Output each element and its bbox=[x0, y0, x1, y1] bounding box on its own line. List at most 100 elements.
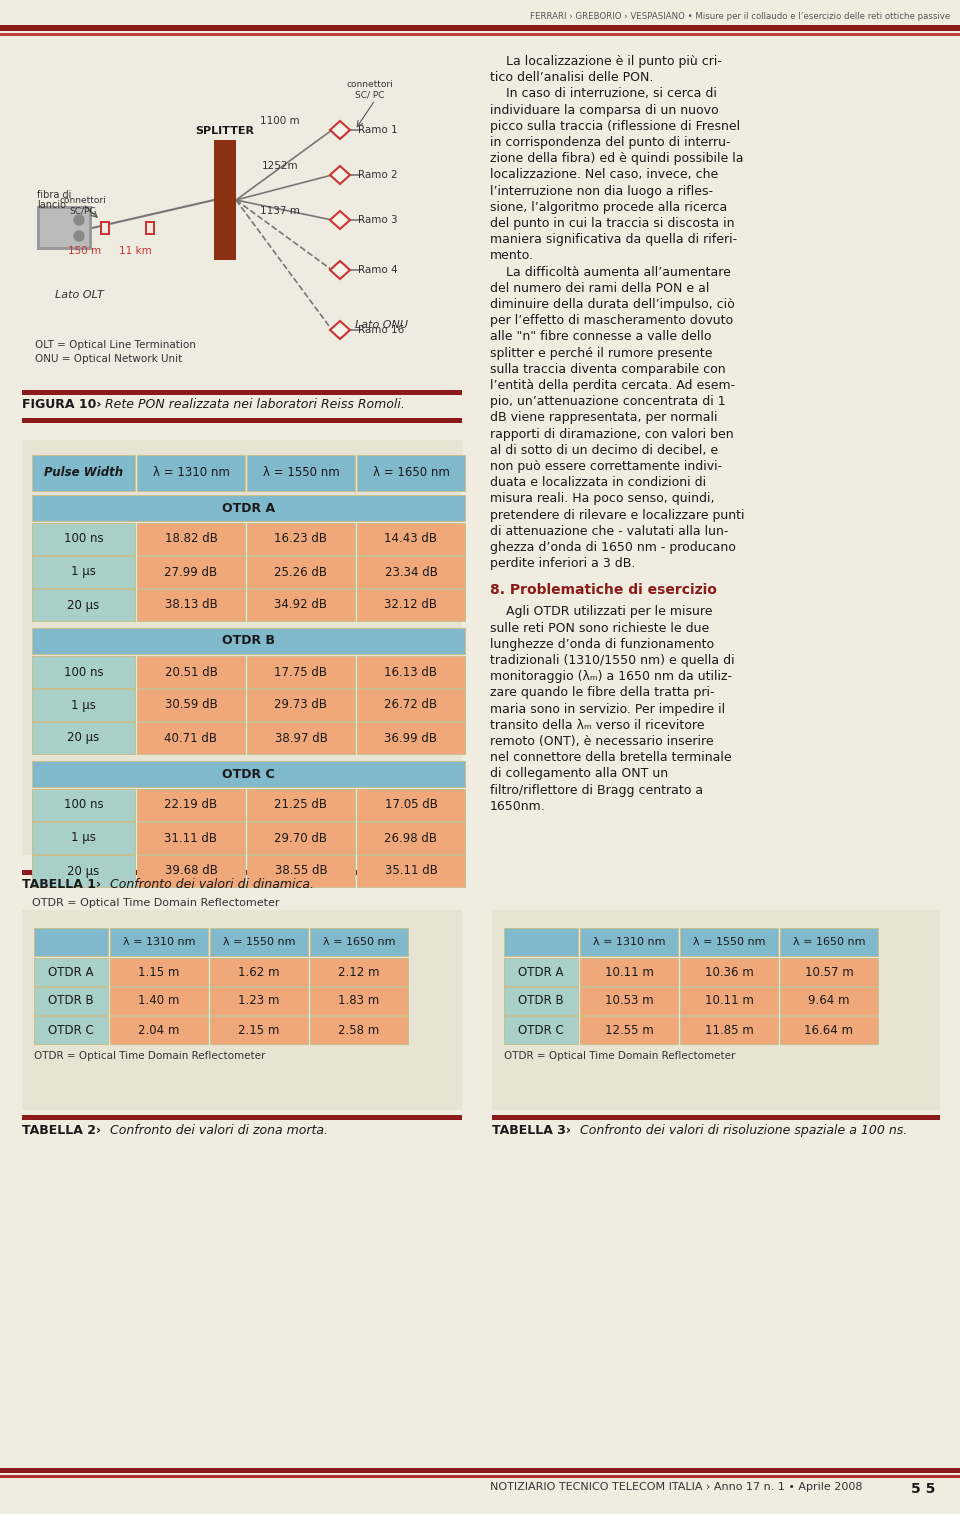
Bar bbox=[137, 855, 245, 887]
Bar bbox=[137, 456, 245, 491]
Polygon shape bbox=[330, 210, 350, 229]
Text: OTDR = Optical Time Domain Reflectometer: OTDR = Optical Time Domain Reflectometer bbox=[34, 1051, 265, 1061]
Bar bbox=[22, 910, 462, 1110]
Circle shape bbox=[74, 232, 84, 241]
Text: 27.99 dB: 27.99 dB bbox=[164, 566, 218, 578]
Bar bbox=[780, 958, 878, 986]
Text: Rete PON realizzata nei laboratori Reiss Romoli.: Rete PON realizzata nei laboratori Reiss… bbox=[97, 398, 405, 410]
Text: Agli OTDR utilizzati per le misure: Agli OTDR utilizzati per le misure bbox=[490, 606, 712, 618]
Text: in corrispondenza del punto di interru-: in corrispondenza del punto di interru- bbox=[490, 136, 731, 148]
Text: 39.68 dB: 39.68 dB bbox=[164, 864, 217, 878]
Bar bbox=[22, 441, 462, 855]
Text: 1.62 m: 1.62 m bbox=[238, 966, 279, 978]
Bar bbox=[492, 1114, 940, 1120]
Text: 32.12 dB: 32.12 dB bbox=[385, 598, 438, 612]
Text: 26.98 dB: 26.98 dB bbox=[385, 831, 438, 845]
Text: 21.25 dB: 21.25 dB bbox=[275, 798, 327, 812]
Text: 12.55 m: 12.55 m bbox=[605, 1023, 654, 1037]
Text: TABELLA 1›: TABELLA 1› bbox=[22, 878, 101, 892]
Text: filtro/riflettore di Bragg centrato a: filtro/riflettore di Bragg centrato a bbox=[490, 784, 703, 796]
Bar bbox=[504, 987, 578, 1014]
Polygon shape bbox=[330, 260, 350, 279]
Text: 8. Problematiche di esercizio: 8. Problematiche di esercizio bbox=[490, 583, 717, 598]
Bar bbox=[504, 928, 578, 955]
Bar bbox=[110, 1016, 208, 1045]
Text: 1252m: 1252m bbox=[262, 160, 299, 171]
Text: individuare la comparsa di un nuovo: individuare la comparsa di un nuovo bbox=[490, 103, 719, 117]
Text: OTDR B: OTDR B bbox=[48, 995, 94, 1007]
Text: sulle reti PON sono richieste le due: sulle reti PON sono richieste le due bbox=[490, 622, 709, 634]
Text: NOTIZIARIO TECNICO TELECOM ITALIA › Anno 17 n. 1 • Aprile 2008: NOTIZIARIO TECNICO TELECOM ITALIA › Anno… bbox=[490, 1482, 862, 1491]
Bar bbox=[357, 522, 465, 556]
Text: 1137 m: 1137 m bbox=[260, 206, 300, 217]
Text: perdite inferiori a 3 dB.: perdite inferiori a 3 dB. bbox=[490, 557, 636, 571]
Text: nel connettore della bretella terminale: nel connettore della bretella terminale bbox=[490, 751, 732, 765]
Text: 1.83 m: 1.83 m bbox=[338, 995, 379, 1007]
Text: monitoraggio (λₘ) a 1650 nm da utiliz-: monitoraggio (λₘ) a 1650 nm da utiliz- bbox=[490, 671, 732, 683]
Text: di collegamento alla ONT un: di collegamento alla ONT un bbox=[490, 768, 668, 780]
Bar bbox=[210, 928, 308, 955]
Text: 100 ns: 100 ns bbox=[63, 533, 104, 545]
Text: SC/PC: SC/PC bbox=[70, 206, 96, 215]
Bar bbox=[247, 589, 355, 621]
Text: Pulse Width: Pulse Width bbox=[44, 466, 123, 480]
Text: OTDR B: OTDR B bbox=[222, 634, 275, 648]
Bar bbox=[310, 987, 408, 1014]
Text: 9.64 m: 9.64 m bbox=[808, 995, 850, 1007]
Text: Ramo 1: Ramo 1 bbox=[358, 126, 397, 135]
Text: Ramo 3: Ramo 3 bbox=[358, 215, 397, 226]
Text: λ = 1650 nm: λ = 1650 nm bbox=[323, 937, 396, 946]
Polygon shape bbox=[330, 121, 350, 139]
Bar bbox=[34, 987, 108, 1014]
Text: 100 ns: 100 ns bbox=[63, 666, 104, 678]
Bar bbox=[680, 987, 778, 1014]
Bar bbox=[110, 928, 208, 955]
Text: 2.12 m: 2.12 m bbox=[338, 966, 380, 978]
Bar bbox=[780, 1016, 878, 1045]
Text: alle "n" fibre connesse a valle dello: alle "n" fibre connesse a valle dello bbox=[490, 330, 711, 344]
Bar bbox=[137, 522, 245, 556]
Bar bbox=[580, 958, 678, 986]
Bar bbox=[32, 762, 465, 787]
Bar bbox=[32, 456, 135, 491]
Bar bbox=[310, 958, 408, 986]
Text: λ = 1310 nm: λ = 1310 nm bbox=[123, 937, 195, 946]
Text: 25.26 dB: 25.26 dB bbox=[275, 566, 327, 578]
Bar bbox=[504, 1016, 578, 1045]
Bar bbox=[357, 855, 465, 887]
Bar bbox=[357, 722, 465, 754]
Bar bbox=[247, 522, 355, 556]
Bar bbox=[247, 656, 355, 687]
Text: 1 μs: 1 μs bbox=[71, 831, 96, 845]
Bar bbox=[22, 42, 462, 391]
Text: FERRARI › GREBORIO › VESPASIANO • Misure per il collaudo e l’esercizio delle ret: FERRARI › GREBORIO › VESPASIANO • Misure… bbox=[530, 12, 950, 21]
Bar bbox=[247, 855, 355, 887]
Text: zione della fibra) ed è quindi possibile la: zione della fibra) ed è quindi possibile… bbox=[490, 153, 743, 165]
Bar bbox=[247, 689, 355, 721]
Bar bbox=[34, 958, 108, 986]
Bar bbox=[32, 556, 135, 587]
Bar bbox=[32, 789, 135, 821]
Text: 2.58 m: 2.58 m bbox=[338, 1023, 379, 1037]
Text: 23.34 dB: 23.34 dB bbox=[385, 566, 438, 578]
Text: 2.15 m: 2.15 m bbox=[238, 1023, 279, 1037]
Bar bbox=[32, 722, 135, 754]
Text: TABELLA 2›: TABELLA 2› bbox=[22, 1123, 101, 1137]
Bar bbox=[680, 958, 778, 986]
Text: al di sotto di un decimo di decibel, e: al di sotto di un decimo di decibel, e bbox=[490, 444, 718, 457]
Text: FIGURA 10›: FIGURA 10› bbox=[22, 398, 102, 410]
Bar bbox=[310, 1016, 408, 1045]
Bar bbox=[780, 928, 878, 955]
Text: 1650nm.: 1650nm. bbox=[490, 799, 545, 813]
Text: di attenuazione che - valutati alla lun-: di attenuazione che - valutati alla lun- bbox=[490, 525, 729, 537]
Text: SC/ PC: SC/ PC bbox=[355, 89, 385, 98]
Text: dB viene rappresentata, per normali: dB viene rappresentata, per normali bbox=[490, 412, 717, 424]
Bar bbox=[32, 495, 465, 521]
Bar bbox=[32, 656, 135, 687]
Bar bbox=[137, 789, 245, 821]
Text: sione, l’algoritmo procede alla ricerca: sione, l’algoritmo procede alla ricerca bbox=[490, 201, 728, 213]
Text: l’interruzione non dia luogo a rifles-: l’interruzione non dia luogo a rifles- bbox=[490, 185, 713, 198]
Text: picco sulla traccia (riflessione di Fresnel: picco sulla traccia (riflessione di Fres… bbox=[490, 120, 740, 133]
Text: 1100 m: 1100 m bbox=[260, 117, 300, 126]
Text: 10.36 m: 10.36 m bbox=[705, 966, 754, 978]
